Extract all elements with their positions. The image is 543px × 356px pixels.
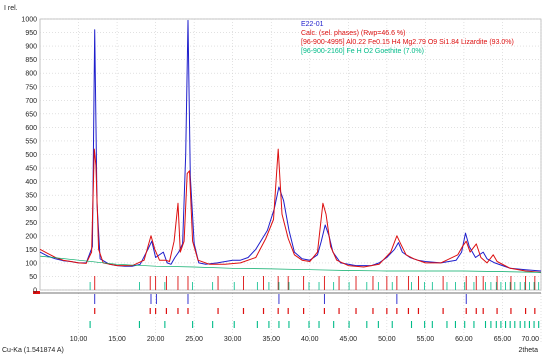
- y-tick-label: 100: [25, 260, 37, 267]
- y-tick-label: 500: [25, 152, 37, 159]
- y-tick-label: 650: [25, 111, 37, 118]
- x-tick-label: 60.00: [455, 336, 473, 343]
- series-line: [39, 148, 542, 273]
- x-tick-label: 70.00: [521, 336, 539, 343]
- y-tick-label: 550: [25, 138, 37, 145]
- baseline-marker: [33, 291, 40, 294]
- x-tick-label: 40.00: [301, 336, 319, 343]
- legend-entry: E22-01: [301, 21, 324, 28]
- x-tick-label: 55.00: [417, 336, 435, 343]
- x-tick-label: 45.00: [340, 336, 358, 343]
- y-tick-label: 0: [33, 288, 37, 295]
- y-tick-label: 400: [25, 179, 37, 186]
- y-tick-label: 1000: [21, 17, 37, 24]
- x-tick-label: 20.00: [147, 336, 165, 343]
- y-tick-label: 50: [29, 274, 37, 281]
- y-tick-label: 900: [25, 44, 37, 51]
- y-ticks: 0 50 100 150 200 250 300 350 400 450 500 550 600 650 7…: [21, 17, 37, 295]
- legend-entry: Calc. (sel. phases) (Rwp=46.6 %): [301, 30, 405, 37]
- y-tick-label: 700: [25, 98, 37, 105]
- source-label: Cu-Ka (1.541874 A): [2, 347, 64, 354]
- y-tick-label: 950: [25, 30, 37, 37]
- legend: E22-01 Calc. (sel. phases) (Rwp=46.6 %) [9…: [301, 21, 514, 55]
- series-lines: [39, 19, 542, 273]
- x-tick-label: 50.00: [378, 336, 396, 343]
- x-tick-label: 30.00: [224, 336, 242, 343]
- x-tick-label: 35.00: [262, 336, 280, 343]
- x-ticks: 10.00 15.00 20.00 25.00 30.00 35.00 40.00 45.00…: [70, 336, 539, 343]
- y-tick-label: 800: [25, 71, 37, 78]
- x-tick-label: 25.00: [185, 336, 203, 343]
- y-axis-label: I rel.: [4, 5, 18, 12]
- y-tick-label: 150: [25, 247, 37, 254]
- y-tick-label: 850: [25, 57, 37, 64]
- series-line: [39, 19, 542, 272]
- y-tick-label: 450: [25, 166, 37, 173]
- grid: [33, 18, 542, 343]
- y-tick-label: 350: [25, 193, 37, 200]
- legend-entry: [96-900-4995] Al0.22 Fe0.15 H4 Mg2.79 O9…: [301, 39, 514, 46]
- x-axis-label: 2theta: [519, 347, 539, 354]
- phase-markers: [89, 276, 540, 328]
- x-tick-label: 15.00: [108, 336, 126, 343]
- y-tick-label: 250: [25, 220, 37, 227]
- series-line: [39, 255, 542, 273]
- y-tick-label: 300: [25, 206, 37, 213]
- x-tick-label: 10.00: [70, 336, 88, 343]
- y-tick-label: 750: [25, 84, 37, 91]
- y-tick-label: 200: [25, 233, 37, 240]
- y-tick-label: 600: [25, 125, 37, 132]
- x-tick-label: 65.00: [494, 336, 512, 343]
- legend-entry: [96-900-2160] Fe H O2 Goethite (7.0%): [301, 48, 424, 55]
